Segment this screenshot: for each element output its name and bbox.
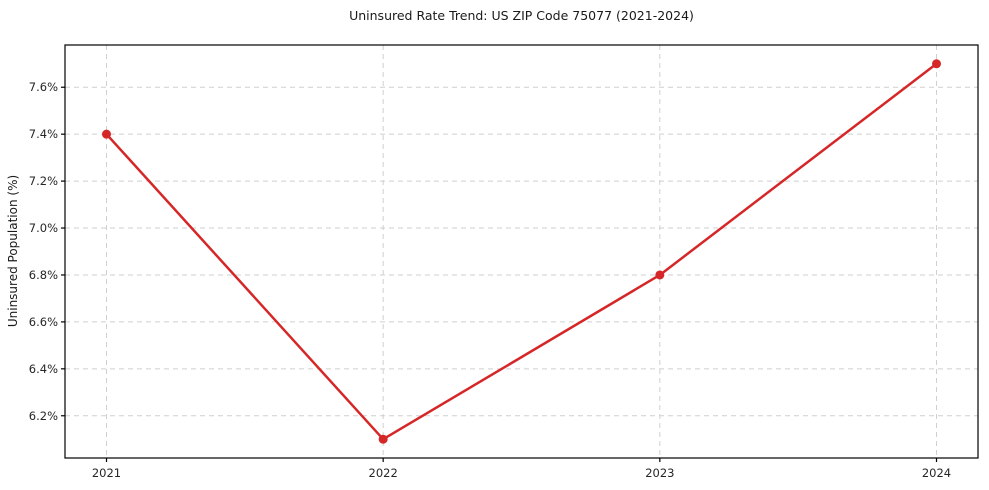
trend-line [105, 62, 938, 441]
y-tick-label: 7.0% [28, 221, 58, 236]
data-point-2022 [378, 434, 388, 444]
y-tick-label: 6.6% [28, 314, 58, 329]
y-tick-label: 7.2% [28, 174, 58, 189]
data-point-2023 [655, 270, 665, 280]
y-tick-label: 7.4% [28, 127, 58, 142]
x-tick-label: 2022 [368, 466, 398, 480]
y-tick-label: 7.6% [28, 80, 58, 95]
data-point-2021 [102, 129, 111, 139]
plot-border [64, 44, 979, 459]
x-tick-label: 2024 [921, 466, 952, 480]
data-point-2024 [932, 59, 941, 69]
x-tick-label: 2023 [645, 466, 675, 480]
y-tick-label: 6.2% [28, 408, 58, 423]
chart-title: Uninsured Rate Trend: US ZIP Code 75077 … [349, 8, 694, 23]
x-tick-label: 2021 [91, 466, 122, 480]
y-tick-label: 6.4% [28, 361, 58, 376]
y-tick-label: 6.8% [28, 267, 58, 282]
